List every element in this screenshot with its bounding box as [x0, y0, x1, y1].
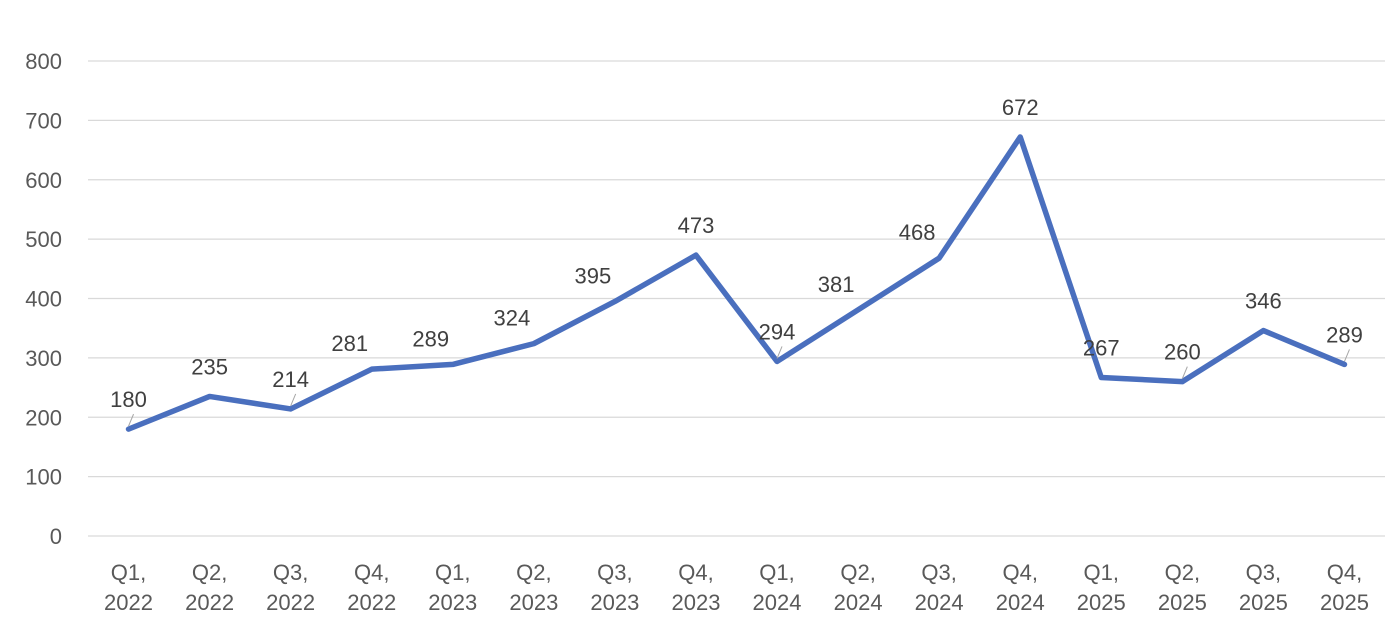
y-tick-label: 200 [25, 405, 62, 430]
data-label: 235 [191, 354, 228, 379]
leader-line [128, 413, 134, 427]
x-tick-label: Q1, 2024 [753, 560, 802, 615]
y-tick-label: 0 [50, 524, 62, 549]
data-label: 289 [412, 326, 449, 351]
x-tick-label: Q1, 2023 [428, 560, 477, 615]
leader-lines [128, 346, 1350, 427]
data-label: 260 [1164, 340, 1201, 365]
x-tick-label: Q4, 2022 [347, 560, 396, 615]
y-tick-label: 400 [25, 287, 62, 312]
x-tick-label: Q4, 2024 [996, 560, 1045, 615]
y-tick-label: 600 [25, 168, 62, 193]
x-tick-label: Q3, 2025 [1239, 560, 1288, 615]
y-tick-label: 300 [25, 346, 62, 371]
x-tick-label: Q1, 2022 [104, 560, 153, 615]
x-tick-label: Q3, 2022 [266, 560, 315, 615]
y-tick-label: 500 [25, 227, 62, 252]
y-axis: 0 100 200 300 400 500 600 700 800 [25, 49, 62, 549]
x-tick-label: Q4, 2025 [1320, 560, 1369, 615]
data-label: 346 [1245, 289, 1282, 314]
data-label: 468 [899, 220, 936, 245]
data-label: 294 [759, 319, 796, 344]
x-tick-label: Q2, 2023 [509, 560, 558, 615]
data-label: 473 [678, 213, 715, 238]
leader-line [1344, 349, 1350, 362]
data-labels: 180 235 214 281 289 324 395 473 294 381 468 672 267 2… [110, 95, 1363, 412]
y-tick-label: 700 [25, 108, 62, 133]
x-tick-label: Q2, 2025 [1158, 560, 1207, 615]
x-tick-label: Q2, 2022 [185, 560, 234, 615]
y-tick-label: 100 [25, 465, 62, 490]
x-tick-label: Q3, 2024 [915, 560, 964, 615]
x-axis: Q1, 2022 Q2, 2022 Q3, 2022 Q4, 2022 Q1, 2023 Q2, 20… [104, 560, 1369, 615]
data-label: 672 [1002, 95, 1039, 120]
x-tick-label: Q1, 2025 [1077, 560, 1126, 615]
leader-line [776, 346, 783, 359]
gridlines [88, 60, 1385, 537]
data-label: 267 [1083, 335, 1120, 360]
data-label: 395 [575, 263, 612, 288]
data-label: 324 [493, 306, 530, 331]
leader-line [290, 393, 297, 407]
data-label: 214 [272, 367, 309, 392]
data-label: 180 [110, 387, 147, 412]
series-layer [125, 134, 1348, 432]
y-tick-label: 800 [25, 49, 62, 74]
series-line [125, 134, 1348, 432]
data-label: 289 [1326, 322, 1363, 347]
data-label: 381 [818, 272, 855, 297]
leader-line [1181, 366, 1188, 379]
x-tick-label: Q4, 2023 [671, 560, 720, 615]
x-tick-label: Q3, 2023 [590, 560, 639, 615]
data-label: 281 [331, 331, 368, 356]
x-tick-label: Q2, 2024 [834, 560, 883, 615]
